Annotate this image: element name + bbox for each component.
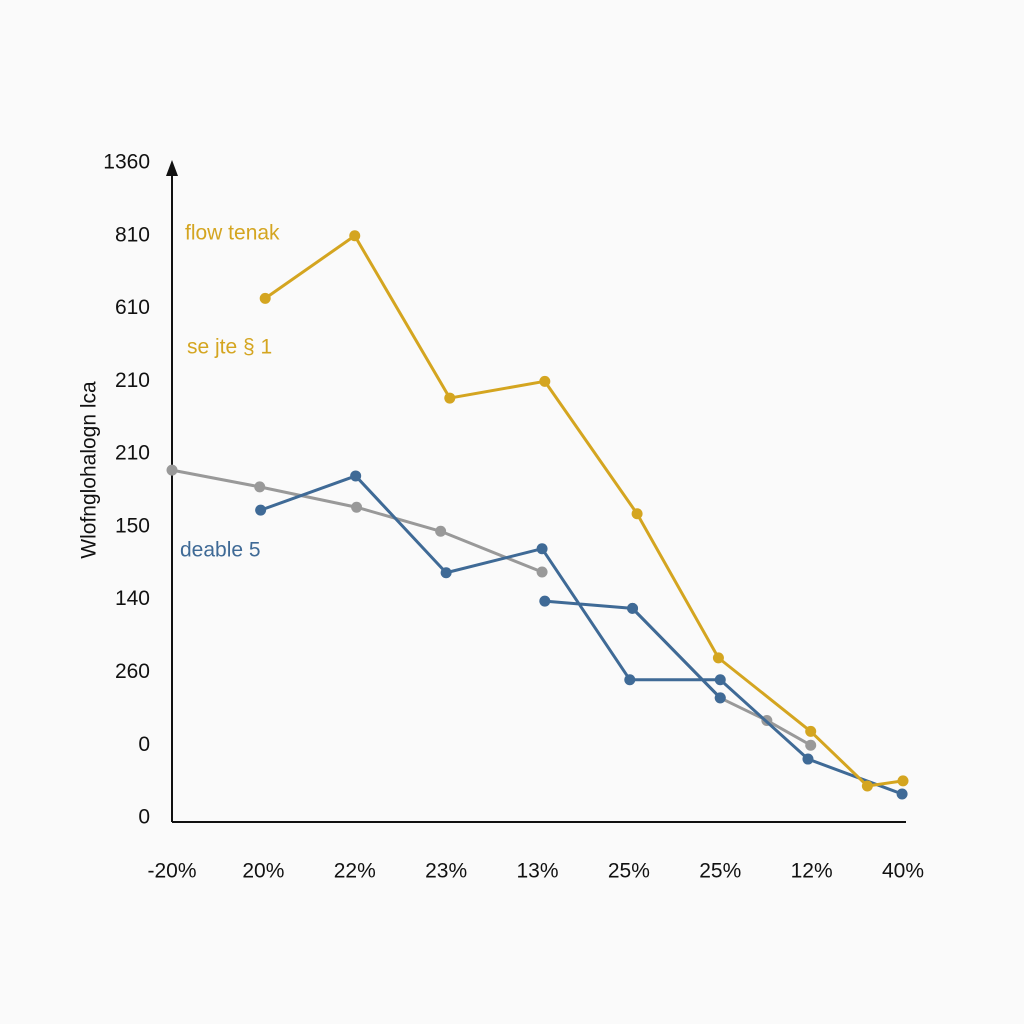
y-tick-label: 0: [138, 806, 150, 829]
data-point: [802, 753, 814, 765]
x-tick-label: 25%: [608, 860, 650, 883]
y-tick-label: 150: [115, 514, 150, 537]
y-tick-label: 210: [115, 442, 150, 465]
data-point: [254, 481, 266, 493]
x-tick-label: 22%: [334, 860, 376, 883]
y-tick-label: 140: [115, 587, 150, 610]
data-point: [805, 725, 817, 737]
data-point: [349, 230, 361, 242]
y-tick-label: 0: [138, 733, 150, 756]
data-point: [861, 780, 873, 792]
x-tick-label: 20%: [242, 860, 284, 883]
data-point: [805, 739, 817, 751]
data-point: [536, 543, 548, 555]
data-point: [166, 464, 178, 476]
x-tick-label: 25%: [699, 860, 741, 883]
data-point: [627, 602, 639, 614]
y-axis-arrow: [166, 160, 178, 176]
data-point: [440, 567, 452, 579]
y-tick-label: 610: [115, 296, 150, 319]
data-point: [897, 775, 909, 787]
x-tick-label: 12%: [791, 860, 833, 883]
data-point: [714, 674, 726, 686]
data-point: [714, 692, 726, 704]
x-tick-label: 23%: [425, 860, 467, 883]
data-point: [539, 375, 551, 387]
annotation: se jte § 1: [187, 336, 272, 359]
data-point: [896, 788, 908, 800]
y-axis-label: Wlofnglohalogn lca: [78, 381, 101, 559]
data-point: [631, 508, 643, 520]
y-tick-label: 810: [115, 223, 150, 246]
data-point: [539, 595, 551, 607]
data-point: [435, 525, 447, 537]
data-point: [624, 674, 636, 686]
x-tick-label: -20%: [147, 860, 196, 883]
annotation: deable 5: [180, 539, 261, 562]
data-point: [259, 292, 271, 304]
x-tick-label: 13%: [516, 860, 558, 883]
data-point: [712, 652, 724, 664]
annotation: flow tenak: [185, 222, 280, 245]
y-tick-label: 1360: [103, 151, 150, 174]
data-point: [350, 470, 362, 482]
data-point: [255, 504, 267, 516]
data-point: [536, 566, 548, 578]
x-tick-label: 40%: [882, 860, 924, 883]
y-tick-label: 210: [115, 369, 150, 392]
data-point: [351, 501, 363, 513]
y-tick-label: 260: [115, 660, 150, 683]
data-point: [444, 392, 456, 404]
